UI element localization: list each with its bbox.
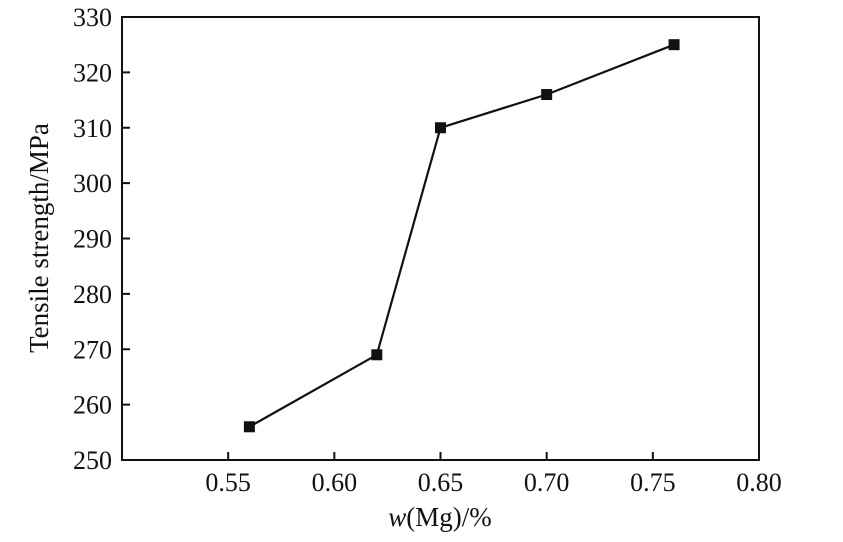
y-axis-title: Tensile strength/MPa: [24, 123, 54, 353]
x-axis-title: w(Mg)/%: [388, 502, 492, 532]
x-tick-label: 0.80: [736, 468, 782, 497]
y-tick-label: 300: [73, 169, 112, 198]
x-tick-label: 0.60: [312, 468, 358, 497]
data-point-marker: [243, 421, 255, 433]
data-point-marker: [668, 39, 680, 51]
y-tick-label: 280: [73, 280, 112, 309]
data-series: [248, 43, 675, 428]
y-tick-label: 320: [73, 58, 112, 87]
y-tick-label: 330: [73, 3, 112, 32]
x-tick-label: 0.55: [205, 468, 251, 497]
y-tick-label: 260: [73, 391, 112, 420]
data-point-marker: [435, 122, 446, 134]
y-tick-label: 270: [73, 335, 112, 364]
x-tick-label: 0.75: [630, 468, 676, 497]
y-tick-label: 290: [73, 225, 112, 254]
x-tick-label: 0.65: [418, 468, 464, 497]
x-axis-title-symbol: w: [388, 502, 406, 532]
y-tick-label: 310: [73, 114, 112, 143]
data-point-marker: [541, 89, 553, 101]
plot-frame: [121, 16, 760, 461]
axes: [121, 16, 760, 461]
data-point-marker: [371, 349, 383, 361]
x-axis-title-unit: (Mg)/%: [406, 502, 491, 532]
series-line: [248, 43, 675, 428]
data-markers: [243, 39, 680, 433]
x-tick-label: 0.70: [524, 468, 570, 497]
y-axis-ticks: 250 260 270 280 290 300 310 320 330: [73, 3, 130, 475]
x-axis-ticks: 0.55 0.60 0.65 0.70 0.75 0.80: [205, 452, 782, 497]
y-tick-label: 250: [73, 446, 112, 475]
